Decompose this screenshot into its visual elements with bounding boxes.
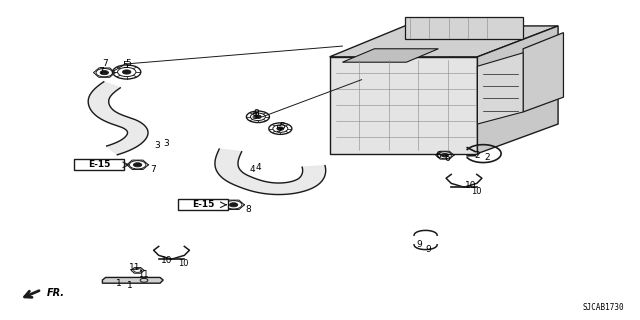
Text: 3: 3 (154, 141, 159, 150)
Text: 9: 9 (426, 245, 431, 254)
Text: 1: 1 (116, 279, 121, 288)
Polygon shape (405, 17, 523, 39)
Text: 10: 10 (465, 181, 476, 190)
Polygon shape (477, 53, 523, 124)
Polygon shape (215, 149, 326, 195)
Text: 10: 10 (178, 259, 188, 268)
FancyBboxPatch shape (74, 159, 124, 170)
Circle shape (442, 153, 448, 157)
Text: 2: 2 (474, 151, 479, 160)
Text: 4: 4 (250, 165, 255, 174)
Text: 6: 6 (436, 151, 441, 160)
Circle shape (100, 70, 109, 75)
FancyBboxPatch shape (178, 199, 228, 210)
Polygon shape (342, 49, 438, 62)
Text: 11: 11 (138, 270, 148, 279)
Text: 4: 4 (256, 163, 262, 172)
Polygon shape (330, 57, 477, 154)
Text: 1: 1 (127, 281, 132, 290)
Text: FR.: FR. (47, 288, 65, 298)
Text: E-15: E-15 (88, 160, 110, 169)
Polygon shape (330, 26, 558, 57)
Circle shape (122, 70, 131, 74)
Text: 10: 10 (161, 256, 172, 265)
Text: 2: 2 (484, 153, 490, 162)
Text: 7: 7 (102, 59, 108, 68)
Circle shape (277, 127, 284, 130)
Text: SJCAB1730: SJCAB1730 (582, 303, 624, 312)
Circle shape (134, 163, 142, 167)
Text: 3: 3 (163, 139, 169, 148)
Text: 5: 5 (276, 125, 281, 134)
Text: 10: 10 (471, 187, 481, 196)
Text: E-15: E-15 (192, 200, 214, 209)
Text: 11: 11 (129, 263, 140, 272)
Circle shape (255, 115, 261, 118)
Text: 5: 5 (122, 61, 127, 70)
Polygon shape (102, 277, 163, 283)
Text: 8: 8 (252, 112, 257, 121)
Text: 7: 7 (99, 68, 104, 76)
Polygon shape (477, 26, 558, 154)
Text: 6: 6 (445, 154, 451, 163)
Text: 7: 7 (150, 165, 156, 174)
Text: 9: 9 (417, 240, 422, 249)
Text: 5: 5 (125, 59, 131, 68)
Polygon shape (523, 33, 563, 112)
Text: 8: 8 (253, 109, 259, 118)
Polygon shape (88, 82, 148, 155)
Circle shape (230, 203, 238, 207)
Text: 5: 5 (279, 122, 285, 131)
Text: 8: 8 (245, 205, 251, 214)
